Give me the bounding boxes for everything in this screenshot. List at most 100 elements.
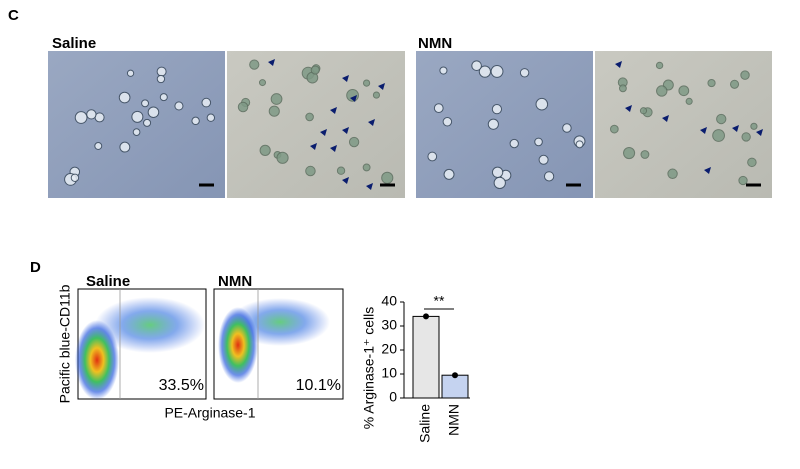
cell (159, 93, 168, 102)
cell (442, 117, 453, 127)
cell (493, 176, 506, 190)
cell (126, 69, 135, 77)
cell (738, 175, 748, 186)
bar-chart: % Arginase-1⁺ cells 0 10 20 30 40 Saline NMN ** (361, 293, 470, 443)
cell (362, 79, 371, 87)
cell (147, 106, 160, 118)
cell (490, 65, 504, 78)
cell (141, 99, 150, 108)
cell (712, 129, 725, 142)
cell (191, 116, 200, 126)
bar (441, 374, 469, 399)
cell (259, 144, 271, 156)
flow-title: Saline (86, 273, 130, 290)
cell (237, 101, 249, 113)
cell (362, 163, 371, 172)
cell (639, 107, 648, 115)
cell (201, 97, 212, 108)
cell (640, 150, 650, 159)
cell (478, 65, 492, 78)
cell (381, 171, 394, 184)
cell (276, 151, 289, 164)
cell (656, 85, 668, 97)
cell (174, 101, 184, 111)
cell (348, 136, 360, 148)
cell (206, 113, 216, 122)
cell (439, 66, 448, 75)
significance: ** (434, 293, 445, 309)
data-point (452, 372, 458, 379)
cell (86, 109, 97, 120)
cell (562, 123, 572, 133)
cell (118, 91, 131, 104)
group-title: Saline (52, 35, 96, 52)
cell (655, 61, 664, 70)
cell (74, 111, 88, 124)
cell (491, 166, 504, 178)
cell (143, 118, 152, 127)
cell (249, 59, 260, 70)
cell (534, 137, 543, 147)
cell (623, 147, 636, 160)
panel-d: D Saline NMN 33.5% 10.1% Pacific blue-CD… (30, 259, 470, 443)
cell (747, 157, 757, 168)
cell (707, 78, 716, 88)
cell (730, 79, 740, 89)
cell (471, 60, 482, 71)
x-tick-label: Saline (417, 404, 433, 443)
y-axis-label: % Arginase-1⁺ cells (361, 307, 377, 430)
cell (270, 93, 283, 105)
y-tick-label: 40 (381, 293, 397, 309)
cell (305, 165, 316, 177)
cell (310, 65, 320, 75)
group-title: NMN (418, 35, 452, 52)
cell (685, 97, 693, 105)
cell (750, 122, 758, 130)
flow-title: NMN (218, 273, 252, 290)
cell (268, 105, 280, 117)
cell (519, 68, 530, 78)
cell (94, 142, 103, 150)
cell (156, 66, 167, 77)
cell (70, 173, 80, 182)
cell (443, 168, 455, 180)
y-tick-label: 0 (389, 389, 397, 405)
flow-percent: 33.5% (159, 377, 204, 394)
cell (119, 141, 131, 153)
cell (156, 74, 166, 84)
flow-x-label: PE-Arginase-1 (164, 405, 255, 421)
cell (258, 79, 266, 87)
cell (132, 128, 141, 136)
cell (487, 118, 499, 130)
cell (716, 113, 727, 125)
cell (740, 70, 750, 80)
flow-plot (75, 288, 207, 400)
cell (538, 154, 549, 165)
y-tick-label: 30 (381, 317, 397, 333)
cell (433, 103, 444, 114)
panel-c: C Saline NMN (8, 7, 772, 198)
flow-y-label: Pacific blue-CD11b (57, 284, 73, 403)
cell (667, 168, 678, 179)
flow-percent: 10.1% (296, 377, 341, 394)
cells (64, 59, 758, 190)
flow-plot (213, 288, 344, 400)
cell (509, 138, 519, 149)
cell (336, 166, 346, 175)
cell (491, 104, 503, 115)
cell (543, 171, 555, 182)
cell (678, 85, 690, 97)
y-tick-label: 20 (381, 341, 397, 357)
panel-label: D (30, 259, 41, 276)
cell (741, 132, 751, 142)
cell (131, 110, 144, 123)
cell (535, 97, 549, 111)
cell (610, 124, 619, 134)
data-point (423, 313, 429, 320)
cell (575, 140, 584, 149)
bar (412, 315, 440, 399)
cell (427, 151, 438, 162)
x-tick-label: NMN (446, 404, 462, 436)
y-tick-label: 10 (381, 365, 397, 381)
